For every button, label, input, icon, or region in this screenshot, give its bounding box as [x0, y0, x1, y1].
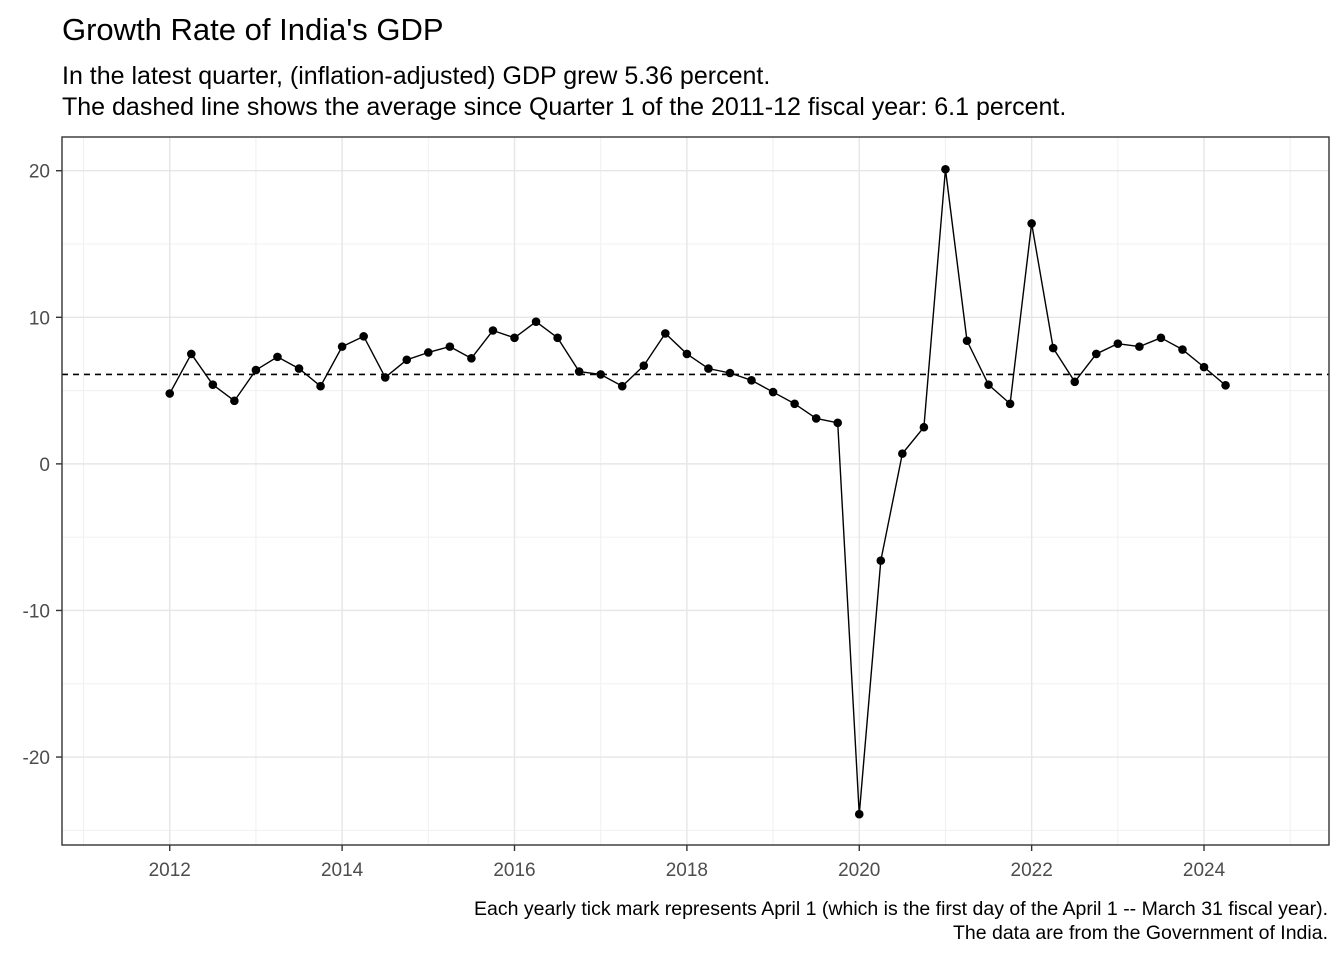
data-point-39 — [1005, 399, 1015, 409]
x-tick-label-2020: 2020 — [838, 860, 880, 881]
y-tick-label-20: 20 — [29, 162, 50, 183]
data-point-12 — [424, 348, 433, 357]
y-tick-label-10: 10 — [29, 308, 50, 329]
data-point-32 — [854, 809, 864, 819]
data-point-44 — [1113, 339, 1123, 348]
data-point-45 — [1135, 342, 1144, 351]
chart-subtitle: In the latest quarter, (inflation-adjust… — [62, 61, 1066, 123]
data-point-13 — [445, 342, 455, 351]
x-tick-label-2018: 2018 — [666, 860, 708, 881]
subtitle-line-1: In the latest quarter, (inflation-adjust… — [62, 62, 771, 90]
data-point-6 — [294, 364, 304, 373]
data-point-49 — [1221, 381, 1230, 390]
series-layer — [165, 164, 1230, 819]
data-point-34 — [898, 449, 907, 458]
data-point-46 — [1156, 333, 1166, 343]
data-point-21 — [617, 381, 627, 391]
data-point-42 — [1070, 377, 1080, 387]
data-point-28 — [768, 387, 778, 397]
panel-border — [61, 136, 1330, 846]
data-point-14 — [467, 354, 476, 363]
grid-minor — [62, 137, 1329, 845]
data-point-25 — [704, 364, 713, 373]
data-point-24 — [682, 349, 692, 359]
x-tick-label-2022: 2022 — [1011, 860, 1053, 881]
data-point-31 — [833, 418, 843, 428]
data-point-35 — [919, 422, 929, 432]
data-point-47 — [1178, 345, 1187, 354]
data-point-37 — [962, 336, 972, 346]
data-point-41 — [1048, 343, 1058, 353]
series-line-0 — [169, 168, 1227, 815]
data-point-48 — [1199, 362, 1209, 372]
data-point-10 — [380, 373, 390, 382]
data-point-23 — [661, 329, 670, 338]
data-point-29 — [790, 399, 799, 409]
data-point-36 — [941, 164, 950, 174]
panel-frame — [61, 136, 1330, 846]
x-tick-label-2016: 2016 — [493, 860, 535, 881]
data-point-33 — [876, 556, 886, 565]
caption-line-1: Each yearly tick mark represents April 1… — [474, 898, 1328, 920]
y-tick-label--10: -10 — [23, 601, 50, 622]
data-point-11 — [402, 355, 412, 365]
data-point-17 — [531, 317, 541, 326]
data-point-38 — [984, 380, 993, 390]
data-point-8 — [337, 342, 347, 351]
y-tick-label-0: 0 — [39, 455, 50, 476]
data-point-19 — [574, 367, 584, 376]
data-point-22 — [639, 361, 649, 370]
data-point-7 — [316, 381, 325, 391]
data-point-15 — [488, 326, 498, 335]
x-tick-label-2012: 2012 — [149, 860, 191, 881]
chart-title: Growth Rate of India's GDP — [62, 12, 444, 47]
data-point-20 — [596, 370, 605, 379]
data-point-30 — [811, 414, 821, 423]
subtitle-line-2: The dashed line shows the average since … — [62, 93, 1067, 121]
data-point-18 — [553, 333, 562, 343]
data-point-1 — [186, 349, 196, 359]
data-point-26 — [725, 368, 735, 378]
caption-line-2: The data are from the Government of Indi… — [952, 922, 1328, 944]
data-point-9 — [359, 332, 368, 341]
data-point-5 — [273, 352, 282, 362]
data-point-16 — [510, 333, 519, 343]
data-point-4 — [251, 365, 261, 375]
data-point-27 — [747, 376, 756, 385]
data-point-0 — [165, 389, 175, 398]
data-point-40 — [1027, 219, 1036, 228]
data-point-43 — [1091, 349, 1101, 359]
x-tick-label-2014: 2014 — [321, 860, 364, 881]
data-point-2 — [208, 380, 218, 390]
chart-caption: Each yearly tick mark represents April 1… — [474, 897, 1328, 945]
y-tick-label--20: -20 — [23, 748, 50, 769]
axes: 2012 2014 2016 2018 2020 2022 2024 -20 -10 0 10 20 — [23, 162, 1226, 881]
grid-major — [62, 137, 1329, 845]
x-tick-label-2024: 2024 — [1183, 860, 1226, 881]
data-point-3 — [230, 396, 239, 406]
